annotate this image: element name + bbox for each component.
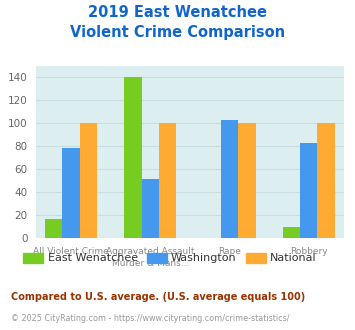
- Bar: [238, 123, 256, 238]
- Bar: [300, 143, 317, 238]
- Bar: [62, 148, 80, 238]
- Legend: East Wenatchee, Washington, National: East Wenatchee, Washington, National: [20, 249, 320, 267]
- Bar: [45, 219, 62, 238]
- Text: Violent Crime Comparison: Violent Crime Comparison: [70, 25, 285, 40]
- Text: 2019 East Wenatchee: 2019 East Wenatchee: [88, 5, 267, 20]
- Bar: [317, 123, 335, 238]
- Text: © 2025 CityRating.com - https://www.cityrating.com/crime-statistics/: © 2025 CityRating.com - https://www.city…: [11, 314, 289, 323]
- Bar: [80, 123, 97, 238]
- Bar: [283, 227, 300, 238]
- Bar: [142, 179, 159, 238]
- Bar: [159, 123, 176, 238]
- Bar: [124, 78, 142, 238]
- Text: Compared to U.S. average. (U.S. average equals 100): Compared to U.S. average. (U.S. average …: [11, 292, 305, 302]
- Bar: [221, 120, 238, 238]
